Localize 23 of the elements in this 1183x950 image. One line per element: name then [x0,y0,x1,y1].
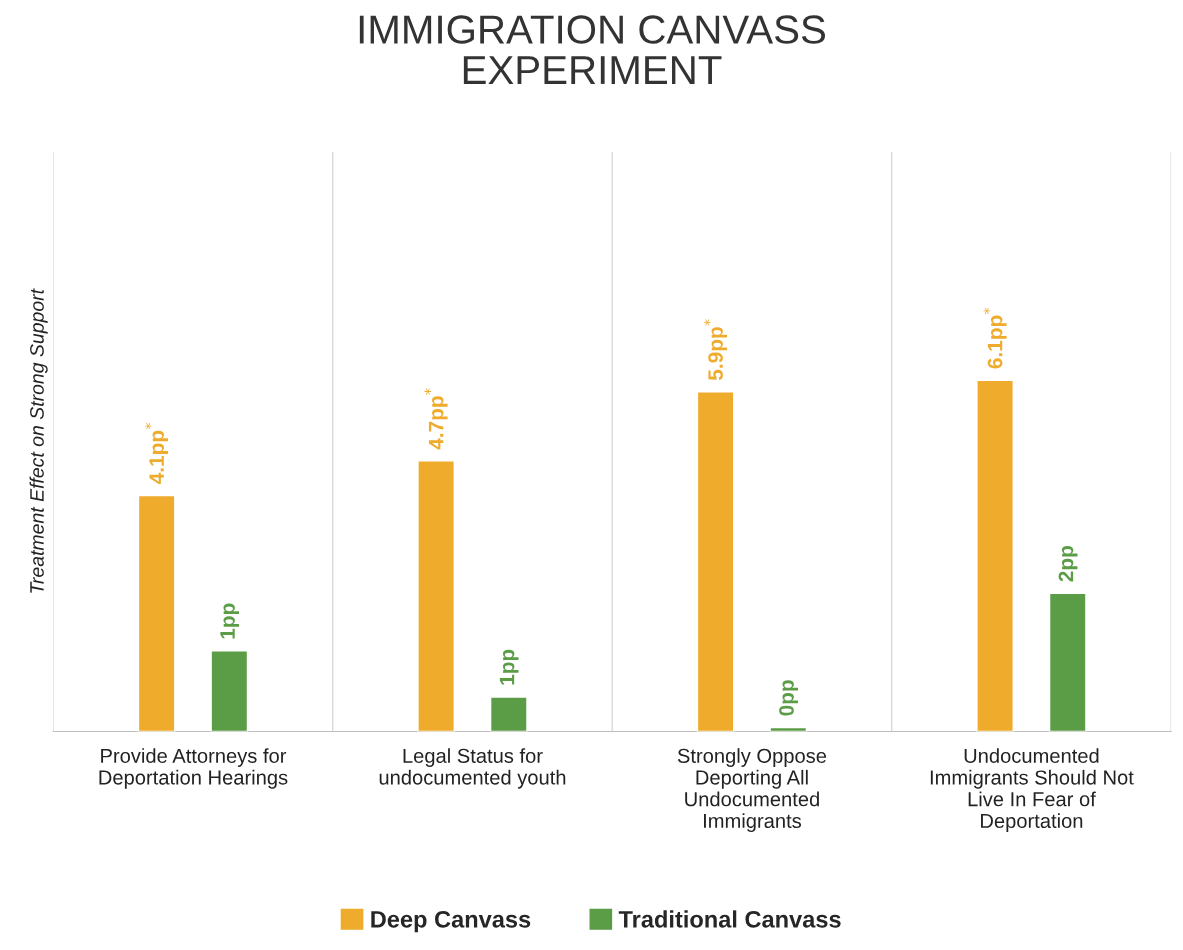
data-label: 0pp [779,680,798,716]
data-label: 4.1pp$^{*}$ [144,422,169,485]
data-label: 5.9pp$^{*}$ [703,319,728,381]
x-tick-label: Strongly Oppose Deporting All Undocumented Immigrants [677,748,827,833]
x-tick-label: Legal Status for undocumented youth [379,748,566,789]
bar [976,379,1014,732]
bar [137,494,176,732]
x-tick-label: Undocumented Immigrants Should Not Live In Fear of Deportation [930,748,1134,833]
data-label: 2pp [1058,546,1078,582]
bar [210,650,249,732]
data-label: 6.1pp$^{*}$ [983,307,1007,369]
bar [417,460,455,732]
bar [489,696,528,732]
bar [1048,592,1087,732]
data-label: 1pp [220,603,240,639]
chart-title: IMMIGRATION CANVASS EXPERIMENT [359,15,826,84]
legend-label: Traditional Canvass [618,910,841,928]
x-tick-label: Provide Attorneys for Deportation Hearings [99,748,288,789]
bar [696,391,735,732]
data-label: 1pp [499,649,519,685]
data-label: 4.7pp$^{*}$ [424,388,448,450]
y-axis-title: Treatment Effect on Strong Support [29,288,48,593]
legend-label: Deep Canvass [371,910,531,933]
